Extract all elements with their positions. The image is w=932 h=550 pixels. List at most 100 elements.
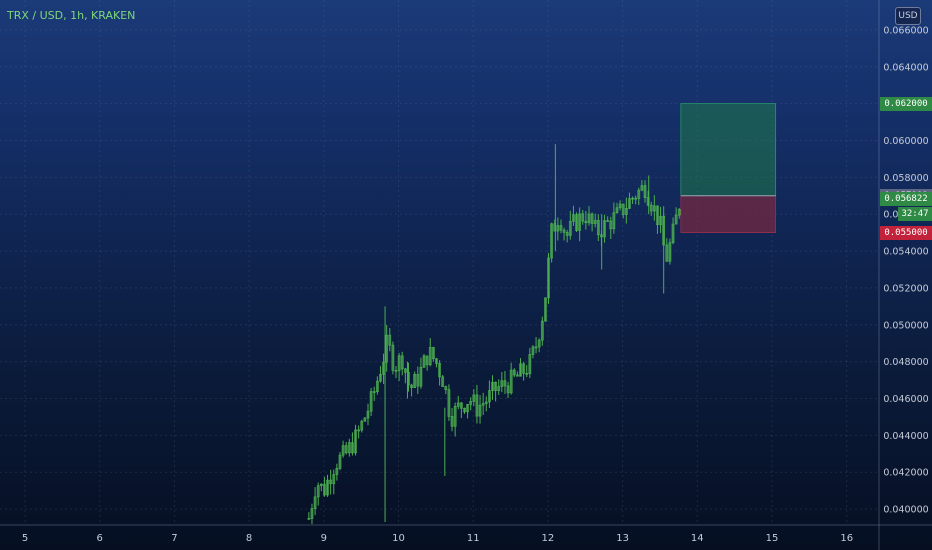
target-price-tag: 0.062000 [880, 96, 932, 111]
candle-body [544, 297, 547, 322]
candle-body [578, 213, 581, 231]
y-tick-label: 0.048000 [883, 357, 928, 368]
x-tick-label: 11 [467, 533, 480, 544]
candle-body [385, 334, 389, 363]
x-tick-label: 8 [246, 533, 252, 544]
candle-body [509, 369, 513, 394]
candle-body [559, 225, 563, 231]
x-tick-label: 9 [321, 533, 327, 544]
y-tick-label: 0.054000 [883, 247, 928, 258]
candle-body [413, 374, 417, 389]
candle-body [441, 376, 445, 387]
candle-body [332, 474, 336, 485]
candle-body [519, 363, 522, 377]
candle-body [329, 479, 332, 485]
candle-body [671, 223, 675, 244]
candle-body [310, 508, 314, 519]
candle-body [500, 380, 504, 387]
candle-body [463, 407, 466, 413]
candle-body [506, 385, 510, 394]
x-tick-label: 6 [97, 533, 103, 544]
candle-body [456, 402, 460, 407]
candle-body [394, 369, 398, 372]
candle-body [379, 374, 382, 382]
candle-body [316, 485, 320, 498]
candle-body [525, 372, 529, 375]
y-tick-label: 0.066000 [883, 25, 928, 36]
candle-body [497, 386, 501, 391]
candle-body [354, 429, 357, 454]
candle-body [674, 214, 678, 225]
candle-body [410, 384, 413, 389]
candle-body [344, 445, 348, 454]
candle-body [335, 468, 339, 475]
candle-body [612, 212, 616, 230]
candle-body [516, 374, 519, 377]
candle-body [388, 334, 392, 346]
candle-body [537, 339, 541, 348]
y-tick-label: 0.044000 [883, 431, 928, 442]
candle-body [522, 363, 525, 374]
candle-body [341, 445, 345, 456]
candle-body [475, 394, 479, 417]
candle-body [372, 391, 376, 393]
chart-title: TRX / USD, 1h, KRAKEN [7, 9, 136, 22]
candle-body [531, 346, 535, 355]
x-tick-label: 5 [22, 533, 28, 544]
candle-body [584, 220, 588, 224]
candle-body [587, 213, 591, 224]
candle-body [628, 198, 631, 209]
current-price-tag: 0.056822 [880, 192, 932, 207]
candle-body [540, 320, 544, 341]
y-tick-label: 0.042000 [883, 468, 928, 479]
candle-body [512, 369, 516, 376]
candle-body [618, 203, 622, 209]
candle-body [665, 244, 669, 262]
candle-body [435, 358, 438, 364]
candle-body [488, 390, 491, 403]
candle-body [453, 405, 457, 427]
candle-body [621, 203, 625, 215]
candle-body [565, 232, 569, 236]
candle-body [624, 208, 628, 215]
x-tick-label: 13 [616, 533, 629, 544]
candle-body [460, 402, 463, 409]
candle-body [568, 220, 572, 236]
candle-body [403, 368, 407, 373]
y-tick-label: 0.050000 [883, 320, 928, 331]
candle-body [603, 220, 606, 238]
candle-body [593, 220, 597, 224]
candle-body [360, 420, 364, 431]
candle-body [466, 404, 469, 413]
stop-price-tag: 0.055000 [880, 225, 932, 240]
candle-body [581, 213, 585, 222]
candle-body [397, 355, 401, 371]
candle-body [444, 386, 448, 390]
candle-body [631, 197, 634, 200]
candle-body [615, 207, 619, 214]
currency-button[interactable]: USD [895, 7, 921, 25]
candle-body [419, 366, 423, 387]
candle-body [640, 185, 644, 191]
candle-body [472, 394, 476, 402]
candle-body [319, 483, 323, 487]
x-tick-label: 14 [691, 533, 704, 544]
candle-body [432, 347, 435, 360]
x-tick-label: 7 [171, 533, 177, 544]
candle-body [307, 517, 311, 520]
candle-body [572, 214, 575, 222]
y-tick-label: 0.064000 [883, 62, 928, 73]
target-zone [680, 103, 777, 197]
y-tick-label: 0.040000 [883, 505, 928, 516]
candle-body [347, 442, 351, 454]
candle-body [528, 354, 532, 375]
candle-body [375, 380, 379, 393]
candle-body [438, 363, 441, 378]
x-tick-label: 16 [840, 533, 853, 544]
y-tick-label: 0.060000 [883, 136, 928, 147]
candle-body [637, 189, 641, 199]
x-tick-label: 12 [542, 533, 555, 544]
candle-body [550, 223, 553, 259]
